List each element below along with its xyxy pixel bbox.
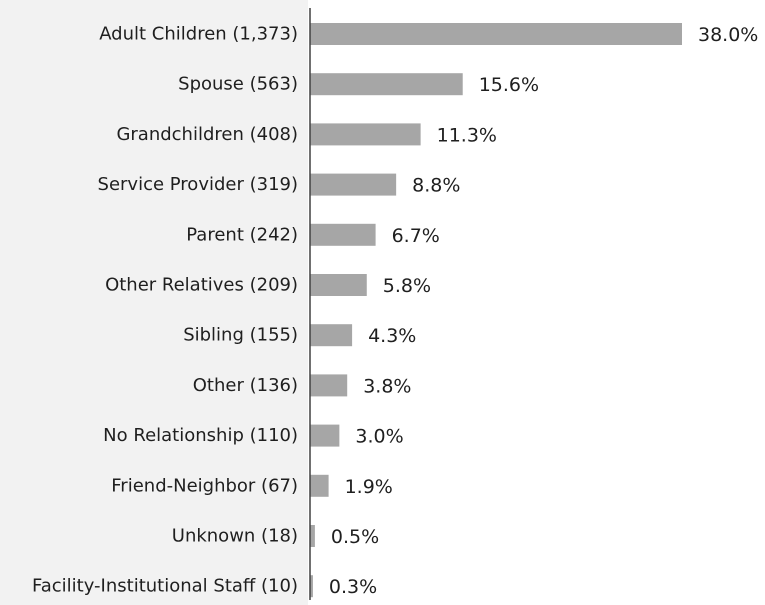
bar (310, 424, 340, 447)
category-labels-group: Adult Children (1,373) Spouse (563) Grandc… (32, 24, 298, 597)
value-label: 6.7% (392, 225, 440, 247)
bar (310, 123, 421, 146)
category-label: Service Provider (319) (98, 174, 298, 195)
bars-group (310, 23, 682, 598)
bar (310, 525, 315, 547)
value-label: 38.0% (698, 24, 758, 46)
bar (310, 575, 313, 598)
value-label: 3.0% (355, 426, 403, 448)
bar (310, 274, 367, 296)
category-label: Other (136) (193, 375, 298, 396)
value-label: 3.8% (363, 375, 411, 397)
category-label: Adult Children (1,373) (99, 24, 298, 45)
value-labels-group: 38.0% 15.6% 11.3% 8.8% 6.7% 5.8% 4.3% 3.8% 3.0% 1… (329, 24, 758, 598)
category-label: Parent (242) (186, 224, 298, 245)
value-label: 0.5% (331, 526, 379, 548)
value-label: 0.3% (329, 576, 377, 598)
value-label: 4.3% (368, 325, 416, 347)
category-label: Grandchildren (408) (116, 124, 298, 145)
value-label: 8.8% (412, 175, 460, 197)
bar (310, 474, 329, 497)
value-label: 5.8% (383, 275, 431, 297)
value-label: 11.3% (437, 124, 497, 146)
value-label: 1.9% (345, 476, 393, 498)
category-label: Other Relatives (209) (105, 275, 298, 296)
category-label: Facility-Institutional Staff (10) (32, 576, 298, 597)
category-label: Spouse (563) (178, 74, 298, 95)
bar (310, 73, 463, 96)
bar (310, 374, 348, 397)
bar (310, 173, 397, 196)
category-label: Sibling (155) (183, 325, 298, 346)
label-panel-background (0, 0, 308, 605)
bar (310, 324, 353, 347)
bar (310, 223, 376, 246)
category-label: No Relationship (110) (103, 425, 298, 446)
category-label: Friend-Neighbor (67) (111, 475, 298, 496)
category-label: Unknown (18) (172, 526, 298, 547)
bar (310, 23, 682, 45)
value-label: 15.6% (479, 74, 539, 96)
